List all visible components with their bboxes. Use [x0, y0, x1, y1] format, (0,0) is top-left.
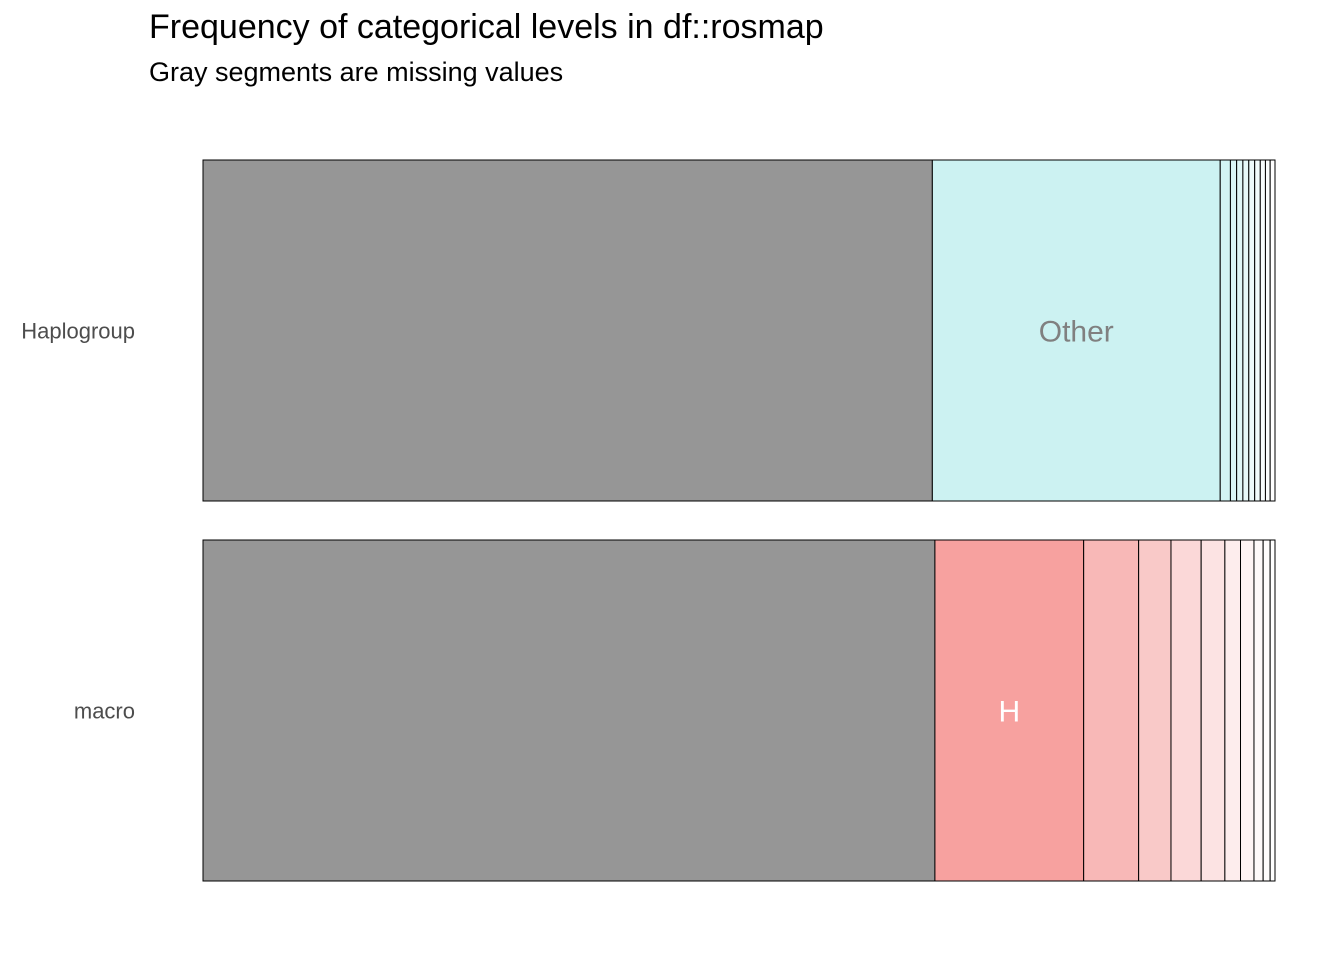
level-segment [931, 159, 1221, 502]
level-segment [1264, 159, 1271, 502]
level-segment [1170, 539, 1202, 882]
level-segment [1219, 159, 1231, 502]
level-segment [1224, 539, 1242, 882]
row-macro: macro H [74, 539, 1276, 882]
chart-subtitle: Gray segments are missing values [149, 57, 564, 87]
missing-segment [202, 539, 936, 882]
level-segment [1200, 539, 1226, 882]
level-segment [1262, 539, 1271, 882]
level-segment [1083, 539, 1140, 882]
row-label: Haplogroup [21, 319, 135, 344]
level-segment [1138, 539, 1172, 882]
segment-label: Other [1039, 316, 1114, 349]
level-segment [1259, 159, 1266, 502]
level-segment [1240, 539, 1255, 882]
level-segment [1269, 539, 1276, 882]
level-segment [1269, 159, 1276, 502]
level-segment [1254, 159, 1261, 502]
level-segment [1229, 159, 1238, 502]
row-label: macro [74, 699, 135, 724]
row-haplogroup: Haplogroup Other [21, 159, 1276, 502]
level-segment [1242, 159, 1250, 502]
missing-segment [202, 159, 933, 502]
level-segment [1253, 539, 1264, 882]
level-segment [1236, 159, 1244, 502]
segment-label: H [998, 696, 1020, 729]
level-segment [1248, 159, 1256, 502]
chart-title: Frequency of categorical levels in df::r… [149, 8, 824, 46]
